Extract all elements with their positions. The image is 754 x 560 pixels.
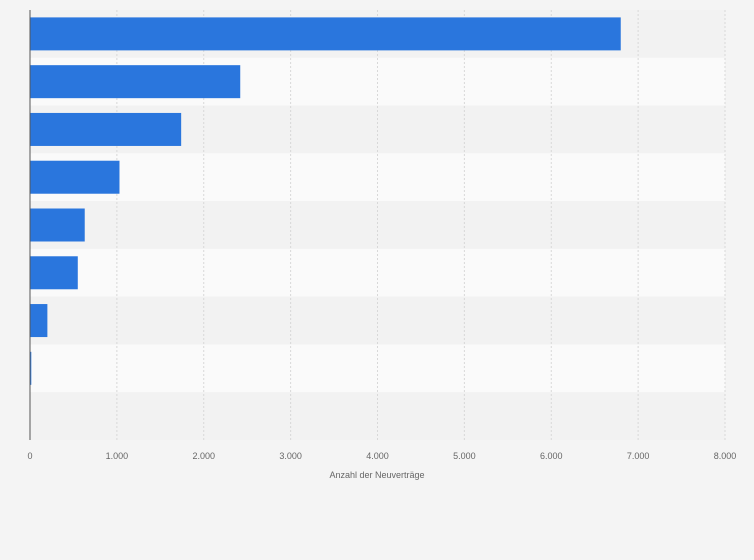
row-band <box>30 248 725 297</box>
x-tick-label: 3.000 <box>279 451 302 461</box>
row-band <box>30 344 725 393</box>
bar[interactable] <box>30 112 182 146</box>
x-tick-label: 7.000 <box>627 451 650 461</box>
bar[interactable] <box>30 304 48 338</box>
x-axis-label: Anzahl der Neuverträge <box>329 470 424 480</box>
row-band <box>30 296 725 345</box>
x-tick-label: 2.000 <box>192 451 215 461</box>
x-tick-labels: 0 1.000 2.000 3.000 4.000 5.000 6.000 7.000 8.00… <box>27 451 736 461</box>
bar[interactable] <box>30 160 120 194</box>
x-tick-label: 0 <box>27 451 32 461</box>
bar[interactable] <box>30 351 32 385</box>
row-band <box>30 392 725 440</box>
x-tick-label: 4.000 <box>366 451 389 461</box>
x-tick-label: 8.000 <box>714 451 737 461</box>
bars <box>30 17 621 385</box>
row-bands <box>30 10 725 440</box>
x-tick-label: 5.000 <box>453 451 476 461</box>
x-tick-label: 1.000 <box>106 451 129 461</box>
x-tick-label: 6.000 <box>540 451 563 461</box>
bar[interactable] <box>30 17 621 51</box>
bar[interactable] <box>30 208 85 242</box>
bar[interactable] <box>30 256 78 290</box>
row-band <box>30 201 725 249</box>
bar[interactable] <box>30 65 241 99</box>
row-band <box>30 153 725 202</box>
